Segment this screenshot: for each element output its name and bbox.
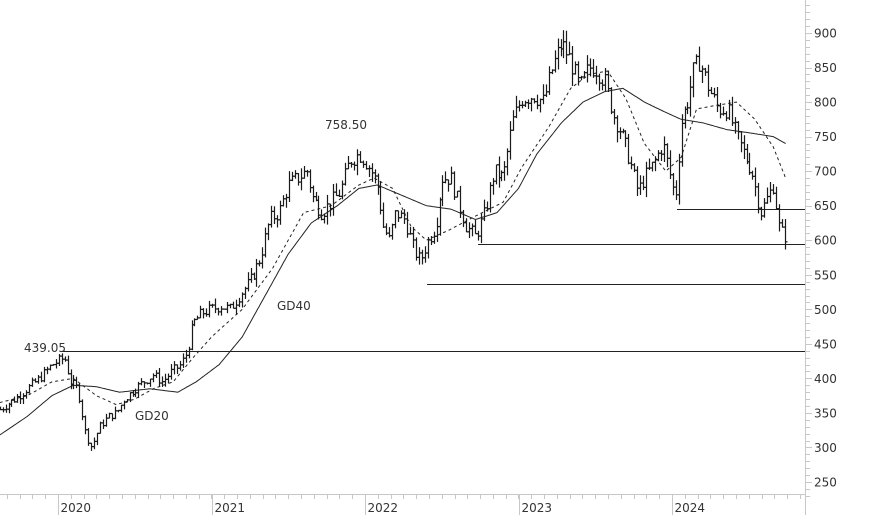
x-axis: 2020 2021 2022 2023 2024 [0,494,805,515]
y-tick-label: 600 [814,234,837,248]
x-tick-label: 2020 [61,501,92,515]
x-tick-label: 2021 [215,501,246,515]
y-tick-label: 450 [814,337,837,351]
y-tick-label: 850 [814,61,837,75]
x-tick-label: 2023 [522,501,553,515]
y-tick-label: 700 [814,165,837,179]
annotation-439-05: 439.05 [24,341,66,355]
horizontal-support-levels [60,209,805,352]
y-tick-label: 900 [814,27,837,41]
x-tick-label: 2024 [675,501,706,515]
gd40-moving-average-line [0,87,786,436]
ohlc-price-bars [0,30,788,451]
annotation-758-50: 758.50 [325,118,367,132]
y-tick-label: 250 [814,476,837,490]
y-tick-label: 400 [814,372,837,386]
y-tick-label: 750 [814,130,837,144]
gd40-label: GD40 [277,299,311,313]
y-tick-label: 350 [814,406,837,420]
y-tick-label: 800 [814,96,837,110]
y-tick-label: 550 [814,268,837,282]
y-axis: 250 300 350 400 450 500 550 600 650 700 750 800 850 9… [805,0,837,515]
y-tick-label: 650 [814,199,837,213]
gd20-label: GD20 [135,409,169,423]
y-tick-label: 500 [814,303,837,317]
x-tick-label: 2022 [368,501,399,515]
y-tick-label: 300 [814,441,837,455]
